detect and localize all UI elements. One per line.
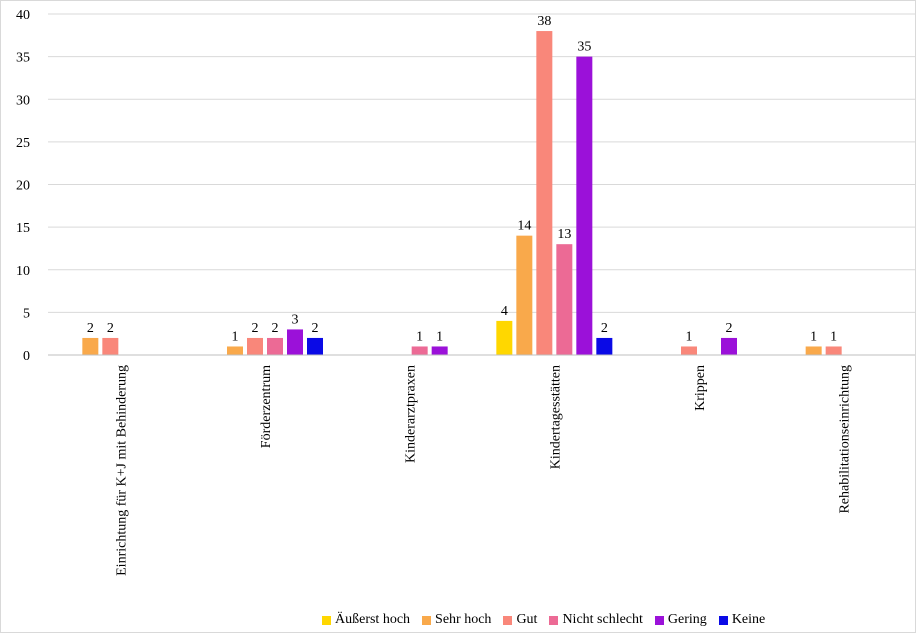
category-label: Rehabilitationseinrichtung <box>838 365 853 514</box>
bar <box>681 346 697 355</box>
legend-item: Äußerst hoch <box>322 612 410 628</box>
legend-swatch <box>718 615 728 625</box>
bar <box>267 337 283 355</box>
category-labels: Einrichtung für K+J mit Behinderung Förde… <box>114 365 852 576</box>
bar <box>825 346 842 355</box>
bar <box>496 320 513 355</box>
category-label: Einrichtung für K+J mit Behinderung <box>114 365 129 576</box>
y-tick-label: 0 <box>23 349 30 364</box>
y-tick-label: 20 <box>16 179 30 194</box>
data-label: 1 <box>436 329 443 344</box>
legend-swatch <box>503 615 513 625</box>
category-label: Kinderarztpraxen <box>404 365 419 463</box>
data-label: 35 <box>577 40 591 55</box>
y-tick-label: 5 <box>23 306 30 321</box>
data-label: 2 <box>107 321 114 336</box>
legend-swatch <box>654 615 664 625</box>
legend: Äußerst hoch Sehr hoch Gut Nicht schlecht Ge… <box>322 610 777 630</box>
bar <box>287 329 303 355</box>
bar <box>247 337 263 355</box>
y-axis-ticks: 0 5 10 15 20 25 30 35 40 <box>16 8 30 364</box>
legend-item: Gut <box>503 612 537 628</box>
legend-label: Äußerst hoch <box>335 612 411 627</box>
data-label: 2 <box>312 321 319 336</box>
data-label: 2 <box>87 321 94 336</box>
bar <box>721 337 737 355</box>
gridlines <box>48 13 916 313</box>
y-tick-label: 15 <box>16 221 30 236</box>
category-label: Förderzentrum <box>259 365 274 448</box>
data-label: 14 <box>517 219 531 234</box>
data-label: 1 <box>810 329 817 344</box>
y-tick-label: 30 <box>16 93 30 108</box>
bar <box>516 235 533 355</box>
bar <box>805 346 822 355</box>
bar <box>556 244 573 355</box>
bar <box>102 337 119 355</box>
bar <box>431 346 448 355</box>
y-tick-label: 25 <box>16 136 30 151</box>
bar <box>596 337 613 355</box>
bar <box>411 346 428 355</box>
y-tick-label: 10 <box>16 264 30 279</box>
bar <box>576 56 593 355</box>
legend-swatch <box>422 615 432 625</box>
legend-label: Nicht schlecht <box>562 612 643 627</box>
bar <box>227 346 243 355</box>
data-label: 2 <box>601 321 608 336</box>
y-tick-label: 40 <box>16 8 30 23</box>
data-label: 1 <box>416 329 423 344</box>
bars <box>82 31 842 356</box>
legend-label: Sehr hoch <box>435 612 492 627</box>
data-label: 3 <box>292 312 299 327</box>
bar <box>536 31 553 356</box>
y-tick-label: 35 <box>16 51 30 66</box>
category-label: Kindertagesstätten <box>548 365 563 469</box>
data-label: 38 <box>537 14 551 29</box>
data-label: 13 <box>557 227 571 242</box>
data-label: 4 <box>501 304 508 319</box>
data-label: 1 <box>830 329 837 344</box>
category-label: Krippen <box>693 365 708 411</box>
data-label: 1 <box>686 329 693 344</box>
bar <box>307 337 323 355</box>
bar <box>82 337 99 355</box>
legend-item: Gering <box>654 612 707 628</box>
data-label: 1 <box>232 329 239 344</box>
legend-label: Gering <box>667 612 707 627</box>
data-label: 2 <box>272 321 279 336</box>
data-label: 2 <box>252 321 259 336</box>
legend-item: Sehr hoch <box>422 612 491 628</box>
legend-item: Keine <box>718 612 766 628</box>
legend-swatch <box>322 615 331 625</box>
legend-label: Keine <box>731 612 766 627</box>
legend-swatch <box>549 615 559 625</box>
legend-label: Gut <box>516 612 538 627</box>
data-label: 2 <box>726 321 733 336</box>
legend-item: Nicht schlecht <box>549 612 643 628</box>
